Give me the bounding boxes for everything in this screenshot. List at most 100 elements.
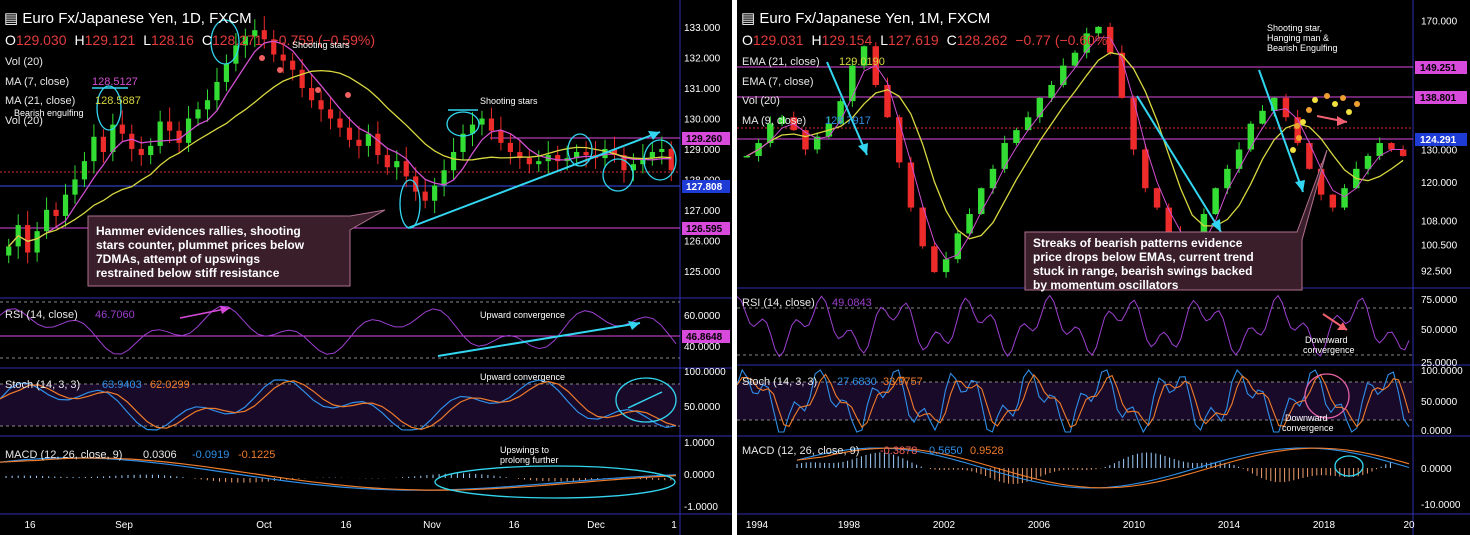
pattern-dot [1340,95,1346,101]
rsi-value: 49.0843 [832,297,872,309]
candle-body [43,209,50,232]
candle-body [907,162,915,208]
candle-body [91,136,97,162]
y-tick-label: 120.000 [1421,178,1458,189]
x-tick-label: Oct [256,520,272,531]
x-tick-label: 2010 [1123,520,1146,531]
macd-line [0,457,677,491]
candle-body [271,39,277,55]
price-tag-text: 126.595 [686,224,723,235]
candle-body [1399,149,1407,156]
stoch-d-line [737,373,1410,429]
price-tag [1415,61,1467,74]
macd-value: -0.3878 [880,445,917,457]
ema21-line [746,52,1404,240]
y-tick-label: 50.0000 [1421,397,1458,408]
ma21-line [8,69,672,247]
candle-body [498,130,504,143]
candle-body [978,188,985,215]
candle-body [517,152,523,159]
candle-body [536,161,542,165]
candle-body [849,65,856,102]
y-tick-label: 129.000 [684,145,721,156]
y-tick-label: 100.0000 [1421,366,1463,377]
price-tag-text: 138.801 [1420,93,1457,104]
stoch-d-value: 33.9757 [883,376,923,388]
macd-value: 0.9528 [970,445,1004,457]
candle-body [1259,110,1266,124]
candle-body [346,127,353,140]
candle-body [337,118,343,128]
candle-body [989,168,997,189]
ma7-line [8,40,672,247]
vol-label: Vol (20) [5,56,43,68]
candle-body [384,155,390,168]
daily-note-box [87,209,386,287]
rsi-line [737,294,1410,358]
candle-body [204,100,211,110]
x-tick-label: 20 [1403,520,1415,531]
candle-body [81,161,88,180]
macd-value: 0.0306 [143,449,177,461]
stoch-label: Stoch (14, 3, 3) [5,379,80,391]
macd-label: MACD (12, 26, close, 9) [742,445,859,457]
arrow-head [1337,116,1347,126]
candle-body [942,259,950,273]
monthly-chart-title-row: ▤ Euro Fx/Japanese Yen, 1M, FXCM [741,10,990,27]
candle-body [1329,194,1337,208]
y-tick-label: 127.000 [684,206,721,217]
annotation-circle [210,19,240,65]
ma9-value: 128.7917 [825,115,871,127]
candle-body [252,30,258,37]
candle-body [138,148,144,156]
macd-value: -0.0919 [192,449,229,461]
price-tag [682,330,730,343]
candle-body [110,124,116,152]
pattern-dot [315,87,321,93]
x-tick-label: 2018 [1313,520,1336,531]
x-tick-label: 16 [24,520,36,531]
note-line: by momentum oscillators [1033,278,1179,292]
annotation-text: Downward [1305,335,1348,345]
rsi-label: RSI (14, close) [742,297,815,309]
candle-body [25,225,31,253]
candle-body [1048,84,1055,98]
price-tag [1415,91,1467,104]
candle-body [1247,123,1255,150]
price-tag-text: 129.260 [686,134,723,145]
y-tick-label: 1.0000 [684,438,715,449]
price-tag [682,180,730,193]
annotation-circle [615,377,677,423]
annotation-text: convergence [1303,345,1355,355]
y-tick-label: 100.0000 [684,367,726,378]
annotation-text: Upward convergence [480,372,565,382]
price-tag [1415,133,1467,146]
daily-chart-panel: Hammer evidences rallies, shooting stars… [0,0,732,535]
macd-label: MACD (12, 26, close, 9) [5,449,122,461]
pattern-dot [1312,97,1318,103]
pattern-dot [1296,135,1302,141]
y-tick-label: 25.0000 [1421,358,1458,369]
trend-arrow [1136,95,1222,233]
candle-body [1282,97,1290,118]
monthly-note-box [1024,149,1328,291]
candle-body [931,246,938,273]
x-tick-label: 16 [340,520,352,531]
y-tick-label: 50.0000 [684,402,721,413]
candle-body [157,121,163,146]
y-tick-label: 0.0000 [1421,464,1452,475]
candle-body [1071,52,1079,66]
candle-body [460,133,466,152]
ema21-value: 129.0190 [839,56,885,68]
candle-body [767,123,774,144]
y-tick-label: -10.0000 [1421,500,1461,511]
x-tick-label: 2006 [1028,520,1051,531]
candle-body [526,158,532,165]
candle-body [176,130,182,143]
price-tag-text: 46.8648 [686,332,723,343]
annotation-text: Hanging man & [1267,33,1329,43]
annotation-circle [1334,455,1364,477]
x-tick-label: Nov [423,520,441,531]
monthly-candles [743,22,1407,278]
candle-body [62,194,69,216]
